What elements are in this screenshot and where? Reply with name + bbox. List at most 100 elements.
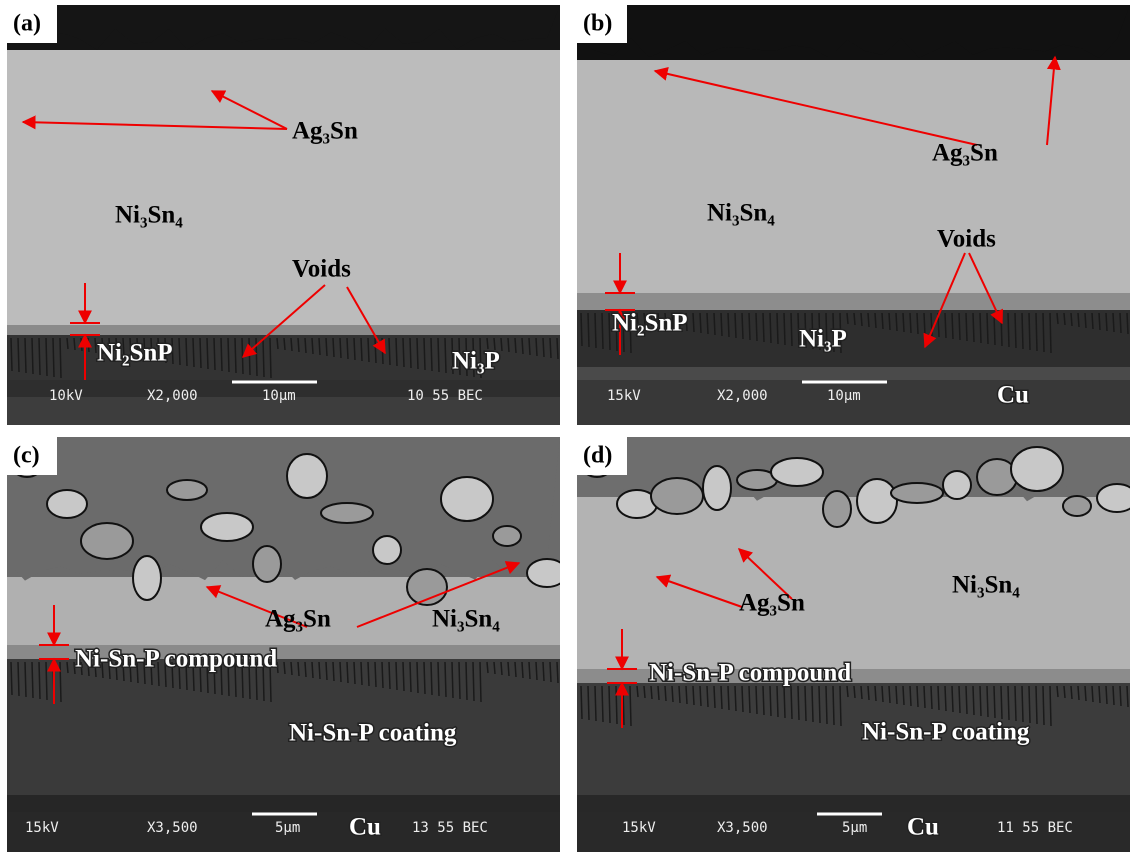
grain: [441, 477, 493, 521]
striation: [340, 662, 341, 682]
info-text: 15kV: [607, 388, 641, 404]
striation: [312, 662, 313, 678]
striation: [25, 338, 26, 373]
striation: [375, 662, 376, 687]
striation: [1001, 686, 1002, 719]
grain: [703, 466, 731, 510]
striation: [18, 338, 19, 372]
striation: [515, 662, 516, 677]
annotation: Cu: [997, 382, 1029, 409]
striation: [417, 338, 418, 369]
annotation: Cu: [907, 814, 939, 841]
striation: [67, 338, 68, 349]
striation: [882, 686, 883, 702]
striation: [959, 313, 960, 340]
striation: [291, 662, 292, 675]
striation: [742, 313, 743, 339]
info-text: 10 55 BEC: [407, 388, 483, 404]
striation: [945, 686, 946, 711]
striation: [735, 313, 736, 338]
striation: [536, 338, 537, 356]
striation: [588, 686, 589, 720]
striation: [770, 686, 771, 716]
striation: [1085, 686, 1086, 701]
striation: [389, 338, 390, 365]
striation: [438, 662, 439, 696]
striation: [812, 686, 813, 722]
striation: [263, 338, 264, 377]
striation: [1022, 686, 1023, 722]
striation: [595, 313, 596, 348]
striation: [508, 662, 509, 676]
annotation: Voids: [937, 226, 996, 253]
striation: [784, 313, 785, 345]
annotation: Ni₃Sn₄: [115, 202, 183, 229]
annotation: Ni₂SnP: [612, 310, 688, 337]
striation: [903, 686, 904, 705]
striation: [875, 313, 876, 328]
striation: [60, 662, 61, 702]
grain: [47, 490, 87, 518]
striation: [609, 313, 610, 350]
striation: [714, 313, 715, 335]
striation: [515, 338, 516, 353]
striation: [95, 338, 96, 353]
info-text: X3,500: [717, 820, 768, 836]
striation: [501, 338, 502, 351]
info-text: X3,500: [147, 820, 198, 836]
striation: [686, 686, 687, 704]
striation: [11, 338, 12, 371]
annotation: Ni₂SnP: [97, 340, 173, 367]
striation: [721, 686, 722, 709]
striation: [1015, 313, 1016, 348]
annotation: Ni₃P: [452, 348, 500, 375]
info-text: X2,000: [147, 388, 198, 404]
annotation: Ag₃Sn: [932, 140, 998, 167]
annotation: Ag₃Sn: [265, 606, 331, 633]
striation: [882, 313, 883, 329]
striation: [791, 686, 792, 719]
striation: [1099, 686, 1100, 703]
striation: [616, 686, 617, 724]
striation: [973, 686, 974, 715]
striation: [319, 662, 320, 679]
striation: [361, 662, 362, 685]
grain: [1097, 484, 1133, 512]
striation: [389, 662, 390, 689]
striation: [214, 338, 215, 370]
striation: [987, 686, 988, 717]
striation: [609, 686, 610, 723]
striation: [952, 686, 953, 712]
striation: [396, 338, 397, 366]
striation: [291, 338, 292, 351]
striation: [32, 338, 33, 374]
striation: [700, 686, 701, 706]
layer: [577, 497, 1130, 669]
striation: [889, 686, 890, 703]
striation: [354, 338, 355, 360]
striation: [1015, 686, 1016, 721]
striation: [550, 662, 551, 682]
striation: [1106, 686, 1107, 704]
striation: [46, 338, 47, 376]
striation: [403, 338, 404, 367]
striation: [861, 313, 862, 326]
striation: [522, 338, 523, 354]
striation: [410, 338, 411, 368]
striation: [1008, 686, 1009, 720]
info-text: 15kV: [622, 820, 656, 836]
grain: [287, 454, 327, 498]
striation: [354, 662, 355, 684]
grain: [891, 483, 943, 503]
striation: [347, 662, 348, 683]
striation: [25, 662, 26, 697]
grain: [1063, 496, 1091, 516]
striation: [1127, 313, 1128, 334]
striation: [987, 313, 988, 344]
striation: [487, 662, 488, 673]
striation: [67, 662, 68, 673]
striation: [46, 662, 47, 700]
striation: [581, 313, 582, 346]
striation: [777, 313, 778, 344]
